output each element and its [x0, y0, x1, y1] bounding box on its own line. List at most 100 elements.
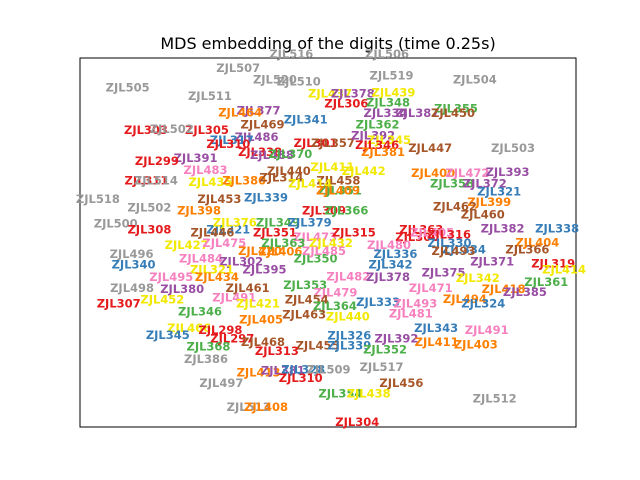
point-label: ZJL301 — [294, 136, 338, 150]
point-label: ZJL405 — [410, 225, 454, 239]
point-label: ZJL363 — [261, 236, 305, 250]
point-label: ZJL371 — [470, 255, 514, 269]
point-label: ZJL480 — [367, 238, 411, 252]
point-label: ZJL317 — [210, 133, 254, 147]
point-label: ZJL319 — [531, 256, 575, 270]
point-label: ZJL439 — [371, 86, 415, 100]
point-label: ZJL456 — [379, 376, 423, 390]
point-label: ZJL514 — [134, 173, 178, 187]
point-label: ZJL324 — [461, 296, 505, 310]
point-label: ZJL366 — [324, 204, 368, 218]
point-label: ZJL418 — [482, 282, 526, 296]
point-label: ZJL450 — [431, 106, 475, 120]
point-label: ZJL413 — [237, 365, 281, 379]
point-label: ZJL343 — [414, 321, 458, 335]
point-label: ZJL339 — [244, 190, 288, 204]
point-label: ZJL403 — [454, 338, 498, 352]
chart-title: MDS embedding of the digits (time 0.25s) — [160, 34, 495, 53]
plot-area-frame — [79, 57, 577, 428]
point-label: ZJL507 — [216, 61, 260, 75]
point-label: ZJL519 — [370, 69, 414, 83]
point-label: ZJL409 — [316, 183, 360, 197]
point-label: ZJL311 — [124, 173, 168, 187]
point-label: ZJL308 — [127, 222, 171, 236]
point-label: ZJL355 — [434, 101, 478, 115]
point-label: ZJL381 — [261, 363, 305, 377]
point-label: ZJL313 — [255, 344, 299, 358]
point-label: ZJL342 — [456, 271, 500, 285]
point-label: ZJL333 — [356, 295, 400, 309]
point-label: ZJL349 — [256, 215, 300, 229]
point-label: ZJL305 — [185, 123, 229, 137]
point-label: ZJL440 — [267, 164, 311, 178]
point-label: ZJL298 — [198, 323, 242, 337]
point-label: ZJL357 — [311, 136, 355, 150]
point-label: ZJL398 — [177, 204, 221, 218]
point-label: ZJL502 — [150, 122, 194, 136]
point-label: ZJL511 — [188, 89, 232, 103]
point-label: ZJL385 — [503, 285, 547, 299]
point-label: ZJL455 — [296, 339, 340, 353]
point-label: ZJL353 — [283, 278, 327, 292]
point-label: ZJL464 — [218, 105, 262, 119]
point-label: ZJL342 — [369, 258, 413, 272]
point-label: ZJL400 — [411, 166, 455, 180]
point-label: ZJL361 — [524, 275, 568, 289]
point-label: ZJL310 — [279, 371, 323, 385]
point-label: ZJL302 — [219, 255, 263, 269]
point-label: ZJL306 — [324, 96, 368, 110]
point-label: ZJL405 — [239, 312, 283, 326]
point-label: ZJL299 — [135, 154, 179, 168]
point-label: ZJL321 — [206, 222, 250, 236]
point-label: ZJL491 — [465, 323, 509, 337]
point-label: ZJL485 — [302, 244, 346, 258]
point-label: ZJL376 — [213, 215, 257, 229]
point-label: ZJL493 — [393, 296, 437, 310]
point-label: ZJL500 — [94, 217, 138, 231]
point-label: ZJL338 — [535, 221, 579, 235]
point-label: ZJL386 — [184, 352, 228, 366]
point-label: ZJL518 — [76, 192, 120, 206]
point-label: ZJL364 — [313, 299, 357, 313]
point-label: ZJL321 — [477, 184, 521, 198]
point-label: ZJL411 — [310, 160, 354, 174]
point-label: ZJL517 — [360, 360, 404, 374]
point-label: ZJL370 — [268, 147, 312, 161]
point-label: ZJL482 — [326, 269, 370, 283]
point-label: ZJL341 — [284, 112, 328, 126]
point-label: ZJL435 — [188, 175, 232, 189]
point-label: ZJL352 — [363, 342, 407, 356]
point-label: ZJL363 — [399, 222, 443, 236]
point-label: ZJL420 — [238, 244, 282, 258]
point-label: ZJL520 — [253, 72, 297, 86]
point-label: ZJL494 — [443, 292, 487, 306]
point-label: ZJL334 — [364, 106, 408, 120]
point-label: ZJL447 — [408, 141, 452, 155]
point-label: ZJL495 — [149, 270, 193, 284]
point-label: ZJL297 — [210, 332, 254, 346]
point-label: ZJL414 — [542, 262, 586, 276]
point-label: ZJL488 — [250, 148, 294, 162]
point-label: ZJL473 — [293, 230, 337, 244]
point-label: ZJL454 — [285, 293, 329, 307]
point-label: ZJL380 — [222, 173, 266, 187]
point-label: ZJL358 — [430, 176, 474, 190]
point-label: ZJL408 — [244, 400, 288, 414]
point-label: ZJL503 — [491, 141, 535, 155]
point-label: ZJL303 — [124, 123, 168, 137]
point-label: ZJL462 — [433, 200, 477, 214]
point-label: ZJL421 — [236, 297, 280, 311]
point-label: ZJL505 — [106, 80, 150, 94]
point-label: ZJL496 — [110, 247, 154, 261]
point-label: ZJL414 — [288, 177, 332, 191]
point-label: ZJL513 — [227, 400, 271, 414]
point-label: ZJL502 — [127, 201, 171, 215]
point-label: ZJL434 — [195, 270, 239, 284]
point-label: ZJL354 — [318, 387, 362, 401]
point-label: ZJL378 — [331, 86, 375, 100]
point-label: ZJL438 — [347, 387, 391, 401]
point-label: ZJL468 — [241, 335, 285, 349]
point-label: ZJL338 — [238, 145, 282, 159]
